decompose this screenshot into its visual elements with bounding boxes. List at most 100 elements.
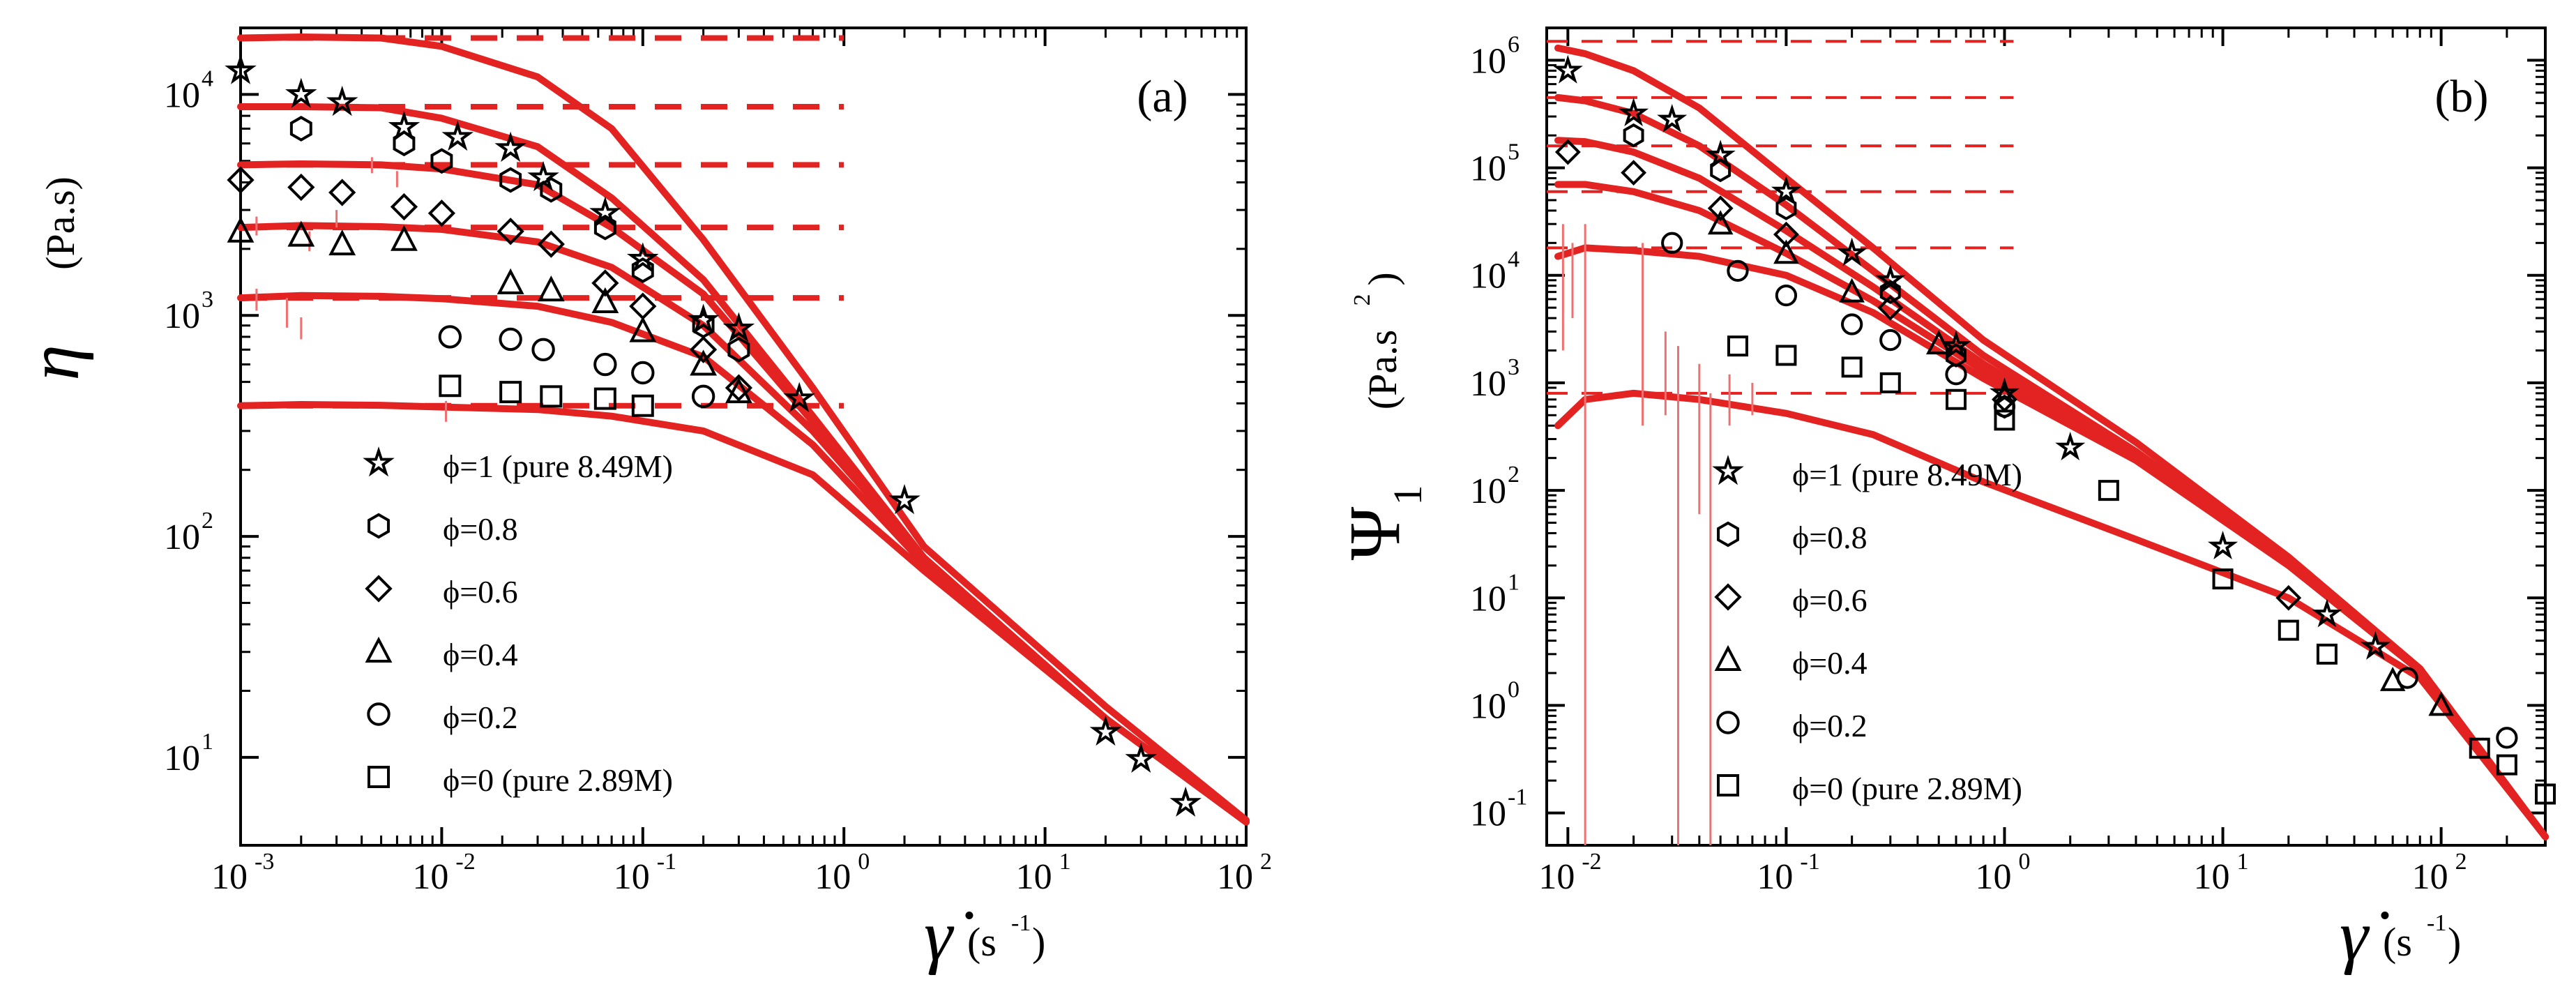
- data-point: [2428, 691, 2454, 716]
- legend-marker: [1714, 583, 1742, 611]
- legend-label: ϕ=0.6: [443, 574, 518, 610]
- data-point: [593, 387, 616, 410]
- x-tick-label: 10: [1975, 857, 2011, 897]
- data-point: [2360, 630, 2391, 660]
- data-point: [1552, 54, 1583, 84]
- psi-symbol: Ψ: [1335, 506, 1415, 560]
- data-point: [1841, 356, 1863, 378]
- data-point: [328, 229, 356, 256]
- data-point: [1841, 313, 1863, 335]
- data-point: [328, 179, 356, 206]
- model-curve: [237, 222, 1250, 826]
- psi-subscript: 1: [1385, 485, 1430, 506]
- x-tick-exponent: 2: [2455, 849, 2467, 875]
- model-curve: [237, 401, 1250, 826]
- legend-marker: [365, 575, 393, 603]
- x-tick-exponent: -1: [657, 849, 676, 875]
- x-tick-label: 10: [1016, 857, 1052, 897]
- data-point: [326, 85, 358, 116]
- data-point: [1925, 330, 1952, 355]
- data-point: [629, 316, 657, 342]
- data-point: [725, 377, 752, 404]
- data-point: [438, 325, 462, 349]
- y-tick-exponent: 6: [1508, 31, 1520, 57]
- data-point: [494, 131, 526, 163]
- x-tick-exponent: 0: [2018, 849, 2030, 875]
- data-point: [1879, 372, 1901, 393]
- x-axis-gamma-dot: γ̇: [924, 896, 973, 976]
- legend-label: ϕ=0.2: [443, 700, 518, 735]
- x-tick-label: 10: [1217, 857, 1253, 897]
- y-tick-exponent: 3: [1508, 354, 1520, 380]
- y-axis-label: Ψ1 (Pa.s 2): [1335, 272, 1430, 560]
- data-point: [1089, 715, 1122, 746]
- data-point: [1554, 139, 1581, 165]
- y-tick-exponent: 2: [202, 508, 213, 534]
- y-tick-exponent: 4: [202, 66, 213, 91]
- data-point: [1727, 335, 1748, 357]
- panel-a-chart: 10 -3 10 -2 10 -1 10 0 10 1 10 210 110 210 310 4ϕ=1 (pu…: [14, 27, 1272, 976]
- data-point: [2055, 432, 2086, 461]
- data-point: [531, 338, 555, 362]
- legend-label: ϕ=1 (pure 8.49M): [443, 448, 673, 484]
- legend-label: ϕ=0.4: [443, 637, 518, 672]
- data-point: [1839, 278, 1865, 303]
- x-tick-exponent: 0: [858, 849, 870, 875]
- data-point: [227, 166, 255, 194]
- data-point: [499, 381, 522, 404]
- data-point: [1994, 409, 2015, 431]
- data-point: [393, 130, 416, 157]
- data-point: [439, 375, 462, 398]
- data-point: [725, 374, 753, 402]
- data-point: [537, 275, 565, 302]
- data-point: [1169, 786, 1202, 817]
- x-tick-label: 10: [614, 857, 650, 897]
- legend-label: ϕ=1 (pure 8.49M): [1792, 457, 2022, 492]
- legend-marker: [368, 766, 390, 788]
- data-point: [1941, 330, 1971, 359]
- data-point: [2396, 667, 2418, 689]
- x-axis-gamma-dot: γ̇: [2340, 896, 2389, 976]
- eta-symbol: η: [14, 345, 94, 381]
- data-point: [427, 199, 456, 227]
- legend-marker: [367, 702, 391, 726]
- plot-frame: [239, 27, 1248, 847]
- legend-marker: [1716, 711, 1740, 734]
- legend-marker: [1712, 455, 1744, 485]
- data-point: [2316, 643, 2338, 665]
- data-point: [1877, 294, 1904, 321]
- x-axis-units-prefix: (s: [967, 919, 997, 965]
- x-tick-exponent: -3: [255, 849, 274, 875]
- model-curve: [1554, 44, 2549, 840]
- legend-marker: [363, 446, 395, 477]
- psi-units-prefix: (Pa.s: [1360, 330, 1405, 409]
- y-tick-exponent: 0: [1508, 677, 1520, 702]
- data-point: [631, 394, 654, 417]
- y-tick-label: 10: [1470, 257, 1506, 296]
- data-point: [1879, 280, 1901, 304]
- x-tick-exponent: -2: [455, 849, 475, 875]
- model-curve: [1554, 389, 2549, 840]
- model-curve: [1554, 137, 2549, 840]
- data-point: [540, 176, 563, 203]
- y-tick-exponent: 2: [1508, 462, 1520, 488]
- y-tick-label: 10: [1470, 471, 1506, 511]
- data-point: [1727, 259, 1749, 282]
- legend-label: ϕ=0.2: [1792, 708, 1867, 743]
- y-tick-label: 10: [1470, 364, 1506, 404]
- data-point: [1773, 239, 1799, 264]
- legend-marker: [1717, 774, 1739, 796]
- y-tick-label: 10: [164, 739, 200, 778]
- data-point: [1993, 395, 2016, 418]
- x-axis-units-prefix: (s: [2383, 919, 2412, 965]
- data-point: [1837, 237, 1867, 266]
- data-point: [499, 327, 522, 352]
- legend-label: ϕ=0 (pure 2.89M): [1792, 771, 2022, 806]
- psi-units-power: 2: [1349, 294, 1375, 306]
- legend-marker: [1714, 644, 1742, 671]
- y-axis-label: η (Pa.s): [14, 176, 94, 381]
- data-point: [687, 303, 720, 334]
- data-point: [1771, 176, 1801, 205]
- data-point: [2312, 598, 2342, 628]
